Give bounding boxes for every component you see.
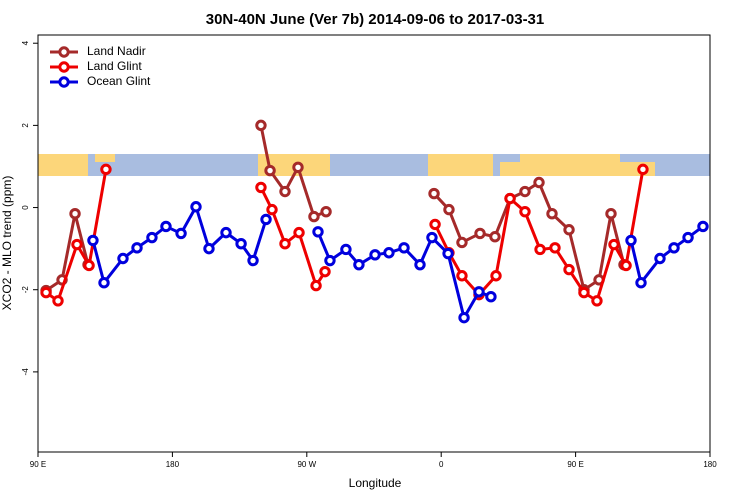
series-line <box>91 202 704 322</box>
point <box>414 258 426 271</box>
point <box>383 247 395 259</box>
point <box>255 119 267 132</box>
point <box>654 252 666 265</box>
point <box>279 238 291 250</box>
point <box>591 295 603 307</box>
point <box>40 286 52 299</box>
x-axis-label: Longitude <box>349 476 402 490</box>
point <box>292 161 304 173</box>
point <box>255 181 267 194</box>
y-tick-label: 2 <box>21 123 30 128</box>
point <box>504 192 516 205</box>
point <box>534 243 546 256</box>
point <box>442 247 454 260</box>
point <box>546 208 558 220</box>
point <box>266 203 278 216</box>
x-tick-label: 90 E <box>30 460 46 469</box>
point <box>549 242 561 254</box>
point <box>578 286 590 299</box>
point <box>247 254 259 267</box>
point <box>83 259 95 272</box>
point <box>473 286 485 298</box>
legend-marker <box>58 76 70 88</box>
point <box>87 234 99 247</box>
legend-label: Ocean Glint <box>87 74 151 88</box>
point <box>264 164 276 177</box>
point <box>398 242 410 254</box>
y-tick-label: 0 <box>21 205 30 210</box>
point <box>293 226 305 239</box>
point <box>443 203 455 216</box>
point <box>131 242 143 254</box>
point <box>637 163 649 176</box>
legend-marker <box>58 61 70 73</box>
point <box>340 243 352 256</box>
chart-title: 30N-40N June (Ver 7b) 2014-09-06 to 2017… <box>206 11 545 28</box>
point <box>485 291 497 303</box>
point <box>69 208 81 220</box>
point <box>620 259 632 272</box>
point <box>71 238 83 251</box>
x-tick-label: 0 <box>439 460 444 469</box>
point <box>668 242 680 254</box>
point <box>563 224 575 236</box>
point <box>428 187 440 200</box>
point <box>456 236 468 249</box>
plot-frame <box>37 34 711 453</box>
point <box>117 252 129 265</box>
point <box>533 176 545 189</box>
point <box>175 227 187 240</box>
point <box>279 185 291 198</box>
point <box>320 205 332 218</box>
legend-label: Land Glint <box>87 59 142 73</box>
point <box>146 231 158 244</box>
point <box>369 249 381 261</box>
point <box>682 231 694 244</box>
point <box>324 254 336 267</box>
point <box>697 220 709 233</box>
y-tick-label: -4 <box>21 368 30 376</box>
point <box>203 242 215 255</box>
x-tick-label: 180 <box>166 460 180 469</box>
y-tick-label: -2 <box>21 286 30 294</box>
point <box>474 227 486 240</box>
x-tick-label: 90 E <box>567 460 583 469</box>
point <box>160 220 172 233</box>
point <box>519 205 531 218</box>
point <box>235 238 247 250</box>
point <box>98 277 110 289</box>
map-strip <box>38 154 710 176</box>
point <box>52 295 64 307</box>
point <box>260 213 272 226</box>
point <box>635 277 647 289</box>
point <box>353 258 365 271</box>
point <box>100 163 112 176</box>
y-tick-label: 4 <box>21 40 30 45</box>
point <box>429 218 441 231</box>
point <box>458 311 470 324</box>
x-tick-label: 180 <box>703 460 717 469</box>
x-tick-label: 90 W <box>297 460 316 469</box>
point <box>319 265 331 278</box>
point <box>489 231 501 243</box>
point <box>563 263 575 276</box>
legend-marker <box>58 46 70 58</box>
legend-label: Land Nadir <box>87 44 146 58</box>
series-line <box>45 125 626 293</box>
point <box>456 270 468 282</box>
point <box>605 208 617 220</box>
point <box>519 185 531 198</box>
series-line <box>45 169 645 304</box>
point <box>426 231 438 244</box>
point <box>220 226 232 239</box>
point <box>490 270 502 282</box>
point <box>190 201 202 213</box>
point <box>308 210 320 223</box>
point <box>625 234 637 247</box>
point <box>608 238 620 251</box>
point <box>312 226 324 238</box>
y-axis-label: XCO2 - MLO trend (ppm) <box>0 176 14 311</box>
point <box>310 279 322 292</box>
